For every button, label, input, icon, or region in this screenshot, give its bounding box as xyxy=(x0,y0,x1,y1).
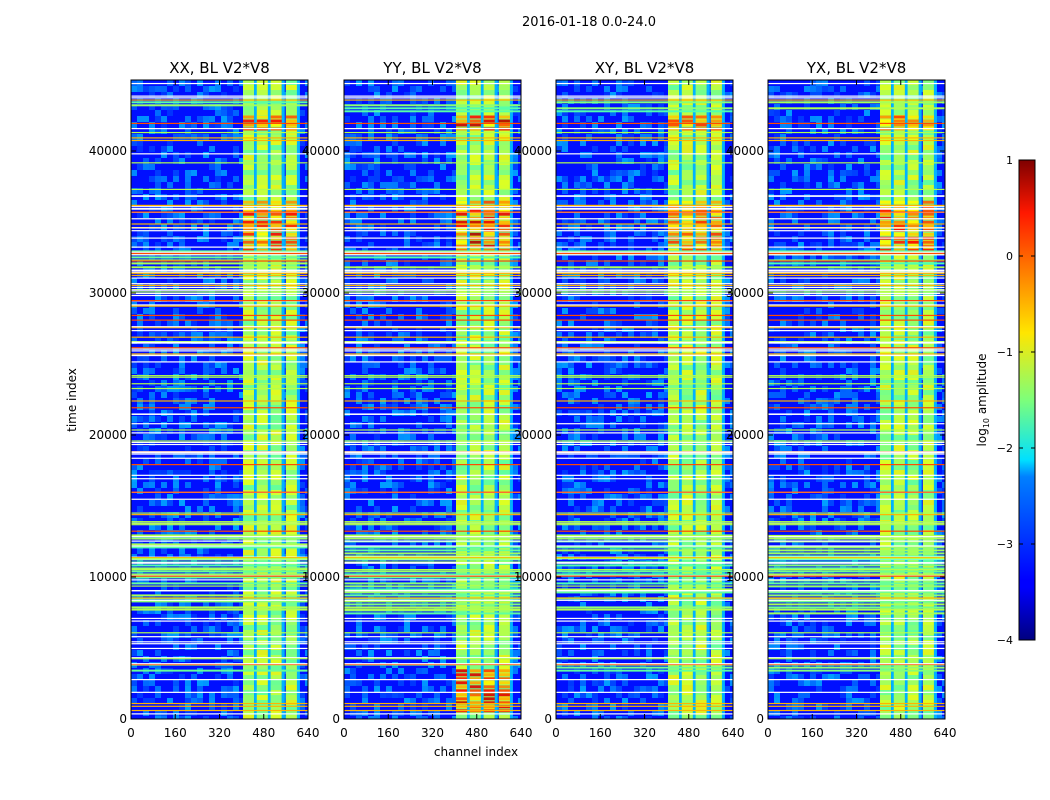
x-axis-label: channel index xyxy=(434,745,518,759)
panel-0: XX, BL V2*V8 0 160 320 480 640 0 10000 20000 3000… xyxy=(89,59,320,740)
x-tick-label: 320 xyxy=(633,726,656,740)
y-tick-label: 0 xyxy=(544,712,552,726)
y-tick-label: 40000 xyxy=(89,144,127,158)
colorbar-tick-label: −4 xyxy=(997,634,1013,647)
heatmap-image xyxy=(556,80,733,719)
heatmap-image xyxy=(344,80,521,719)
y-tick-label: 10000 xyxy=(514,570,552,584)
panel-2: XY, BL V2*V8 0 160 320 480 640 0 10000 20000 3000… xyxy=(514,59,745,740)
panel-1: YY, BL V2*V8 0 160 320 480 640 0 10000 20000 3000… xyxy=(302,59,533,740)
x-tick-label: 160 xyxy=(589,726,612,740)
panels: XX, BL V2*V8 0 160 320 480 640 0 10000 20000 3000… xyxy=(89,59,957,740)
colorbar-tick-label: −3 xyxy=(997,538,1013,551)
y-tick-label: 0 xyxy=(756,712,764,726)
y-axis-label: time index xyxy=(65,368,79,432)
y-tick-label: 40000 xyxy=(726,144,764,158)
y-tick-label: 20000 xyxy=(726,428,764,442)
panel-3: YX, BL V2*V8 0 160 320 480 640 0 10000 20000 3000… xyxy=(726,59,957,740)
x-tick-label: 320 xyxy=(845,726,868,740)
y-tick-label: 10000 xyxy=(726,570,764,584)
x-tick-label: 0 xyxy=(552,726,560,740)
colorbar-label: log10 amplitude xyxy=(975,354,991,447)
x-tick-label: 320 xyxy=(208,726,231,740)
y-tick-label: 10000 xyxy=(89,570,127,584)
y-tick-label: 0 xyxy=(332,712,340,726)
x-tick-label: 480 xyxy=(252,726,275,740)
y-tick-label: 30000 xyxy=(89,286,127,300)
figure-suptitle: 2016-01-18 0.0-24.0 xyxy=(522,15,656,30)
panel-title: YX, BL V2*V8 xyxy=(806,59,907,77)
y-tick-label: 10000 xyxy=(302,570,340,584)
heatmap-image xyxy=(768,80,945,719)
colorbar-ticks: 1 0 −1 −2 −3 −4 xyxy=(997,154,1035,647)
y-tick-label: 40000 xyxy=(514,144,552,158)
x-tick-label: 320 xyxy=(421,726,444,740)
x-tick-label: 0 xyxy=(127,726,135,740)
x-tick-label: 0 xyxy=(340,726,348,740)
heatmap-image xyxy=(131,80,308,719)
colorbar-gradient xyxy=(1018,159,1036,641)
x-tick-label: 640 xyxy=(510,726,533,740)
x-tick-label: 640 xyxy=(722,726,745,740)
colorbar-tick-label: −2 xyxy=(997,442,1013,455)
y-tick-label: 40000 xyxy=(302,144,340,158)
y-tick-label: 20000 xyxy=(302,428,340,442)
x-tick-label: 160 xyxy=(801,726,824,740)
x-tick-label: 640 xyxy=(934,726,957,740)
y-tick-label: 30000 xyxy=(514,286,552,300)
colorbar: 1 0 −1 −2 −3 −4 log10 amplitude xyxy=(975,154,1036,647)
panel-title: YY, BL V2*V8 xyxy=(382,59,481,77)
panel-title: XX, BL V2*V8 xyxy=(169,59,270,77)
colorbar-tick-label: −1 xyxy=(997,346,1013,359)
x-tick-label: 160 xyxy=(377,726,400,740)
colorbar-tick-label: 0 xyxy=(1006,250,1013,263)
y-tick-label: 20000 xyxy=(514,428,552,442)
colorbar-tick-label: 1 xyxy=(1006,154,1013,167)
y-tick-label: 30000 xyxy=(302,286,340,300)
x-tick-label: 480 xyxy=(465,726,488,740)
x-tick-label: 480 xyxy=(889,726,912,740)
x-tick-label: 640 xyxy=(297,726,320,740)
x-tick-label: 480 xyxy=(677,726,700,740)
y-tick-label: 20000 xyxy=(89,428,127,442)
y-tick-label: 30000 xyxy=(726,286,764,300)
x-tick-label: 160 xyxy=(164,726,187,740)
y-tick-label: 0 xyxy=(119,712,127,726)
panel-title: XY, BL V2*V8 xyxy=(595,59,695,77)
x-tick-label: 0 xyxy=(764,726,772,740)
